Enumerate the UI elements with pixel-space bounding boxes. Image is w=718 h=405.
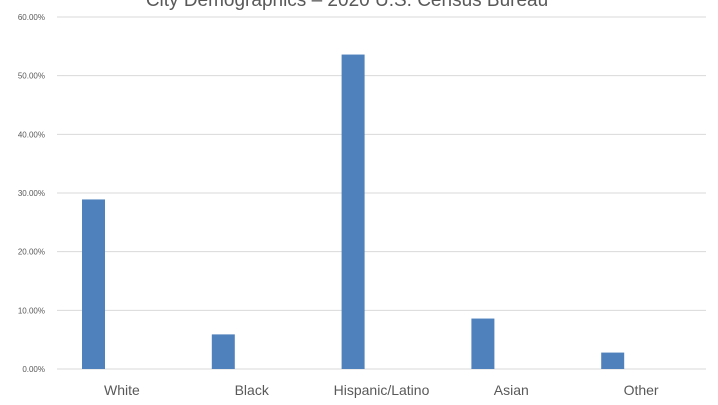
x-tick-label: Black bbox=[235, 382, 270, 398]
y-axis-ticks: 0.00% 10.00% 20.00% 30.00% 40.00% 50.00% 60.00… bbox=[18, 13, 45, 374]
bar-asian bbox=[471, 318, 495, 369]
bar-hispanic-latino bbox=[341, 54, 365, 370]
x-tick-label: White bbox=[104, 382, 140, 398]
x-tick-label: Other bbox=[624, 382, 659, 398]
x-tick-label: Hispanic/Latino bbox=[334, 382, 430, 398]
bar-white bbox=[82, 199, 105, 369]
bar-other bbox=[601, 352, 625, 369]
y-tick-label: 0.00% bbox=[22, 365, 45, 374]
x-axis-ticks: White Black Hispanic/Latino Asian Other bbox=[104, 382, 659, 398]
y-tick-label: 40.00% bbox=[18, 130, 45, 139]
y-tick-label: 30.00% bbox=[18, 189, 45, 198]
chart-title: City Demographics – 2020 U.S. Census Bur… bbox=[146, 0, 548, 11]
y-tick-label: 60.00% bbox=[18, 13, 45, 22]
x-tick-label: Asian bbox=[494, 382, 529, 398]
y-tick-label: 50.00% bbox=[18, 72, 45, 81]
bars bbox=[82, 54, 625, 370]
bar-black bbox=[211, 334, 235, 369]
gridlines bbox=[57, 16, 706, 370]
y-tick-label: 10.00% bbox=[18, 306, 45, 315]
y-tick-label: 20.00% bbox=[18, 248, 45, 257]
